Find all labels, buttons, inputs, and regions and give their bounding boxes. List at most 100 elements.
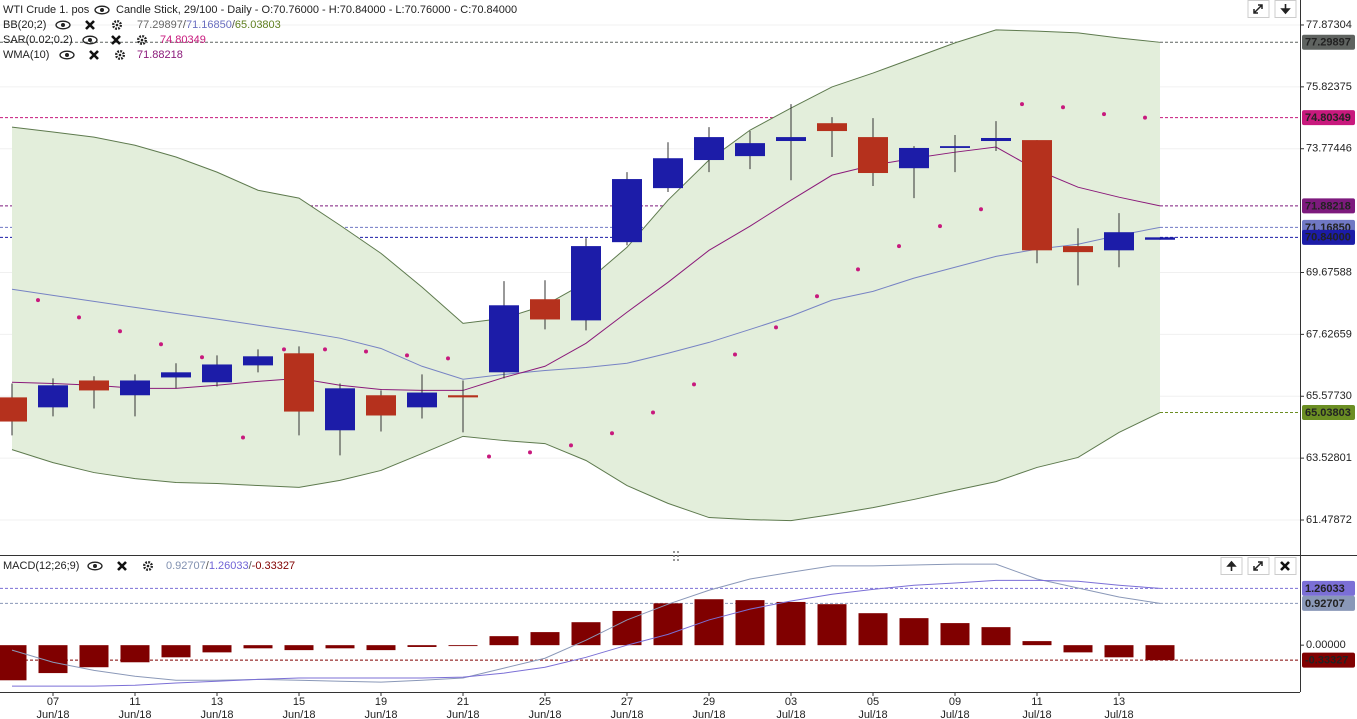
sar-dot	[733, 352, 737, 357]
sar-dot	[159, 342, 163, 347]
candle-body	[1145, 237, 1175, 240]
indicator-name: WMA(10)	[3, 49, 49, 61]
histogram-bar	[981, 627, 1011, 646]
readout-separator: /	[232, 19, 236, 31]
y-tick-label: 63.52801	[1306, 452, 1352, 464]
x-tick-sublabel: Jul/18	[940, 709, 969, 719]
sar-dot	[241, 435, 245, 440]
sar-dot	[938, 224, 942, 229]
price-series	[0, 29, 1175, 522]
sar-dot	[405, 353, 409, 358]
candle-body	[161, 372, 191, 378]
candle-body	[448, 395, 478, 398]
legend: WTI Crude 1. pos Candle Stick, 29/100 - …	[3, 0, 1297, 575]
indicator-name: SAR(0.02;0.2)	[3, 34, 73, 46]
candle-body	[407, 392, 437, 408]
x-tick-sublabel: Jun/18	[446, 709, 479, 719]
y-tick-label: 75.82375	[1306, 81, 1352, 93]
y-tick-label: 73.77446	[1306, 143, 1352, 155]
marker-label: 74.80349	[1305, 112, 1351, 124]
marker-box	[1302, 580, 1355, 596]
marker-box	[1302, 229, 1355, 245]
candle-body	[530, 299, 560, 320]
last-value-markers	[0, 587, 1300, 661]
histogram-bar	[1063, 645, 1093, 653]
candle-body	[981, 137, 1011, 142]
readout-value: 1.26033	[209, 560, 249, 572]
sar-dot	[897, 244, 901, 249]
sar-dot	[77, 315, 81, 320]
histogram-bar	[776, 601, 806, 646]
readout-value: 74.80349	[160, 34, 206, 46]
candle-body	[612, 179, 642, 243]
histogram-bar	[694, 599, 724, 646]
x-tick-sublabel: Jun/18	[36, 709, 69, 719]
candle-body	[120, 380, 150, 396]
sar-dot	[36, 298, 40, 303]
candle-body	[0, 397, 27, 422]
macd-series	[0, 563, 1175, 687]
candle-body	[571, 246, 601, 321]
marker-label: 1.26033	[1305, 583, 1345, 595]
readout-value: 65.03803	[235, 19, 281, 31]
drag-handle[interactable]	[673, 551, 679, 561]
histogram-bar	[1022, 641, 1052, 646]
candle-body	[79, 380, 109, 391]
candle-body	[776, 137, 806, 142]
candle-body	[284, 353, 314, 412]
x-tick-label: 21	[457, 696, 469, 708]
handle-dot	[677, 559, 679, 561]
y-tick-label: 77.87304	[1306, 19, 1352, 31]
marker-label: 77.29897	[1305, 37, 1351, 49]
handle-dot	[677, 551, 679, 553]
sar-dot	[815, 294, 819, 299]
histogram-bar	[530, 632, 560, 646]
indicator-line	[12, 579, 1161, 687]
histogram-bar	[243, 645, 273, 649]
x-tick-label: 11	[129, 696, 140, 708]
sar-dot	[1020, 102, 1024, 107]
histogram-bar	[571, 622, 601, 646]
x-tick-sublabel: Jul/18	[858, 709, 887, 719]
histogram-bar	[79, 645, 109, 668]
readout-separator: /	[206, 560, 210, 572]
candle-body	[243, 356, 273, 366]
handle-dot	[673, 551, 675, 553]
indicator-line	[11, 226, 1161, 380]
marker-label: -0.33327	[1305, 655, 1348, 667]
indicator-line	[11, 146, 1161, 391]
histogram-bar	[817, 604, 847, 646]
histogram-bar	[284, 645, 314, 651]
sar-dot	[979, 207, 983, 212]
x-tick-sublabel: Jul/18	[776, 709, 805, 719]
readout-value: 0.92707	[166, 560, 206, 572]
readout-value: 77.29897	[137, 19, 183, 31]
marker-box	[1302, 652, 1355, 668]
marker-box	[1302, 198, 1355, 214]
marker-box	[1302, 110, 1355, 126]
y-tick-label: 67.62659	[1306, 328, 1352, 340]
x-tick-label: 29	[703, 696, 715, 708]
sar-dot	[1102, 112, 1106, 117]
plot-area: 61.47872 63.52801 65.57730 67.62659 69.67588…	[0, 19, 1355, 719]
candle-body	[817, 123, 847, 132]
indicator-line	[11, 563, 1161, 683]
y-tick-label: 69.67588	[1306, 266, 1352, 278]
readout-value: 71.88218	[137, 49, 183, 61]
sar-dot	[856, 267, 860, 272]
readout-value: 71.16850	[186, 19, 232, 31]
marker-label: 71.88218	[1305, 200, 1351, 212]
histogram-bar	[407, 645, 437, 647]
histogram-bar	[1104, 645, 1134, 658]
histogram-bar	[120, 645, 150, 663]
x-tick-sublabel: Jun/18	[528, 709, 561, 719]
candle-body	[858, 137, 888, 174]
chart-subtitle: Candle Stick, 29/100 - Daily - O:70.7600…	[116, 4, 517, 16]
x-tick-label: 25	[539, 696, 551, 708]
x-tick-label: 09	[949, 696, 961, 708]
candle-body	[940, 146, 970, 148]
x-tick-label: 27	[621, 696, 633, 708]
marker-box	[1302, 405, 1355, 421]
indicator-line	[11, 412, 1161, 522]
histogram-bar	[325, 645, 355, 649]
